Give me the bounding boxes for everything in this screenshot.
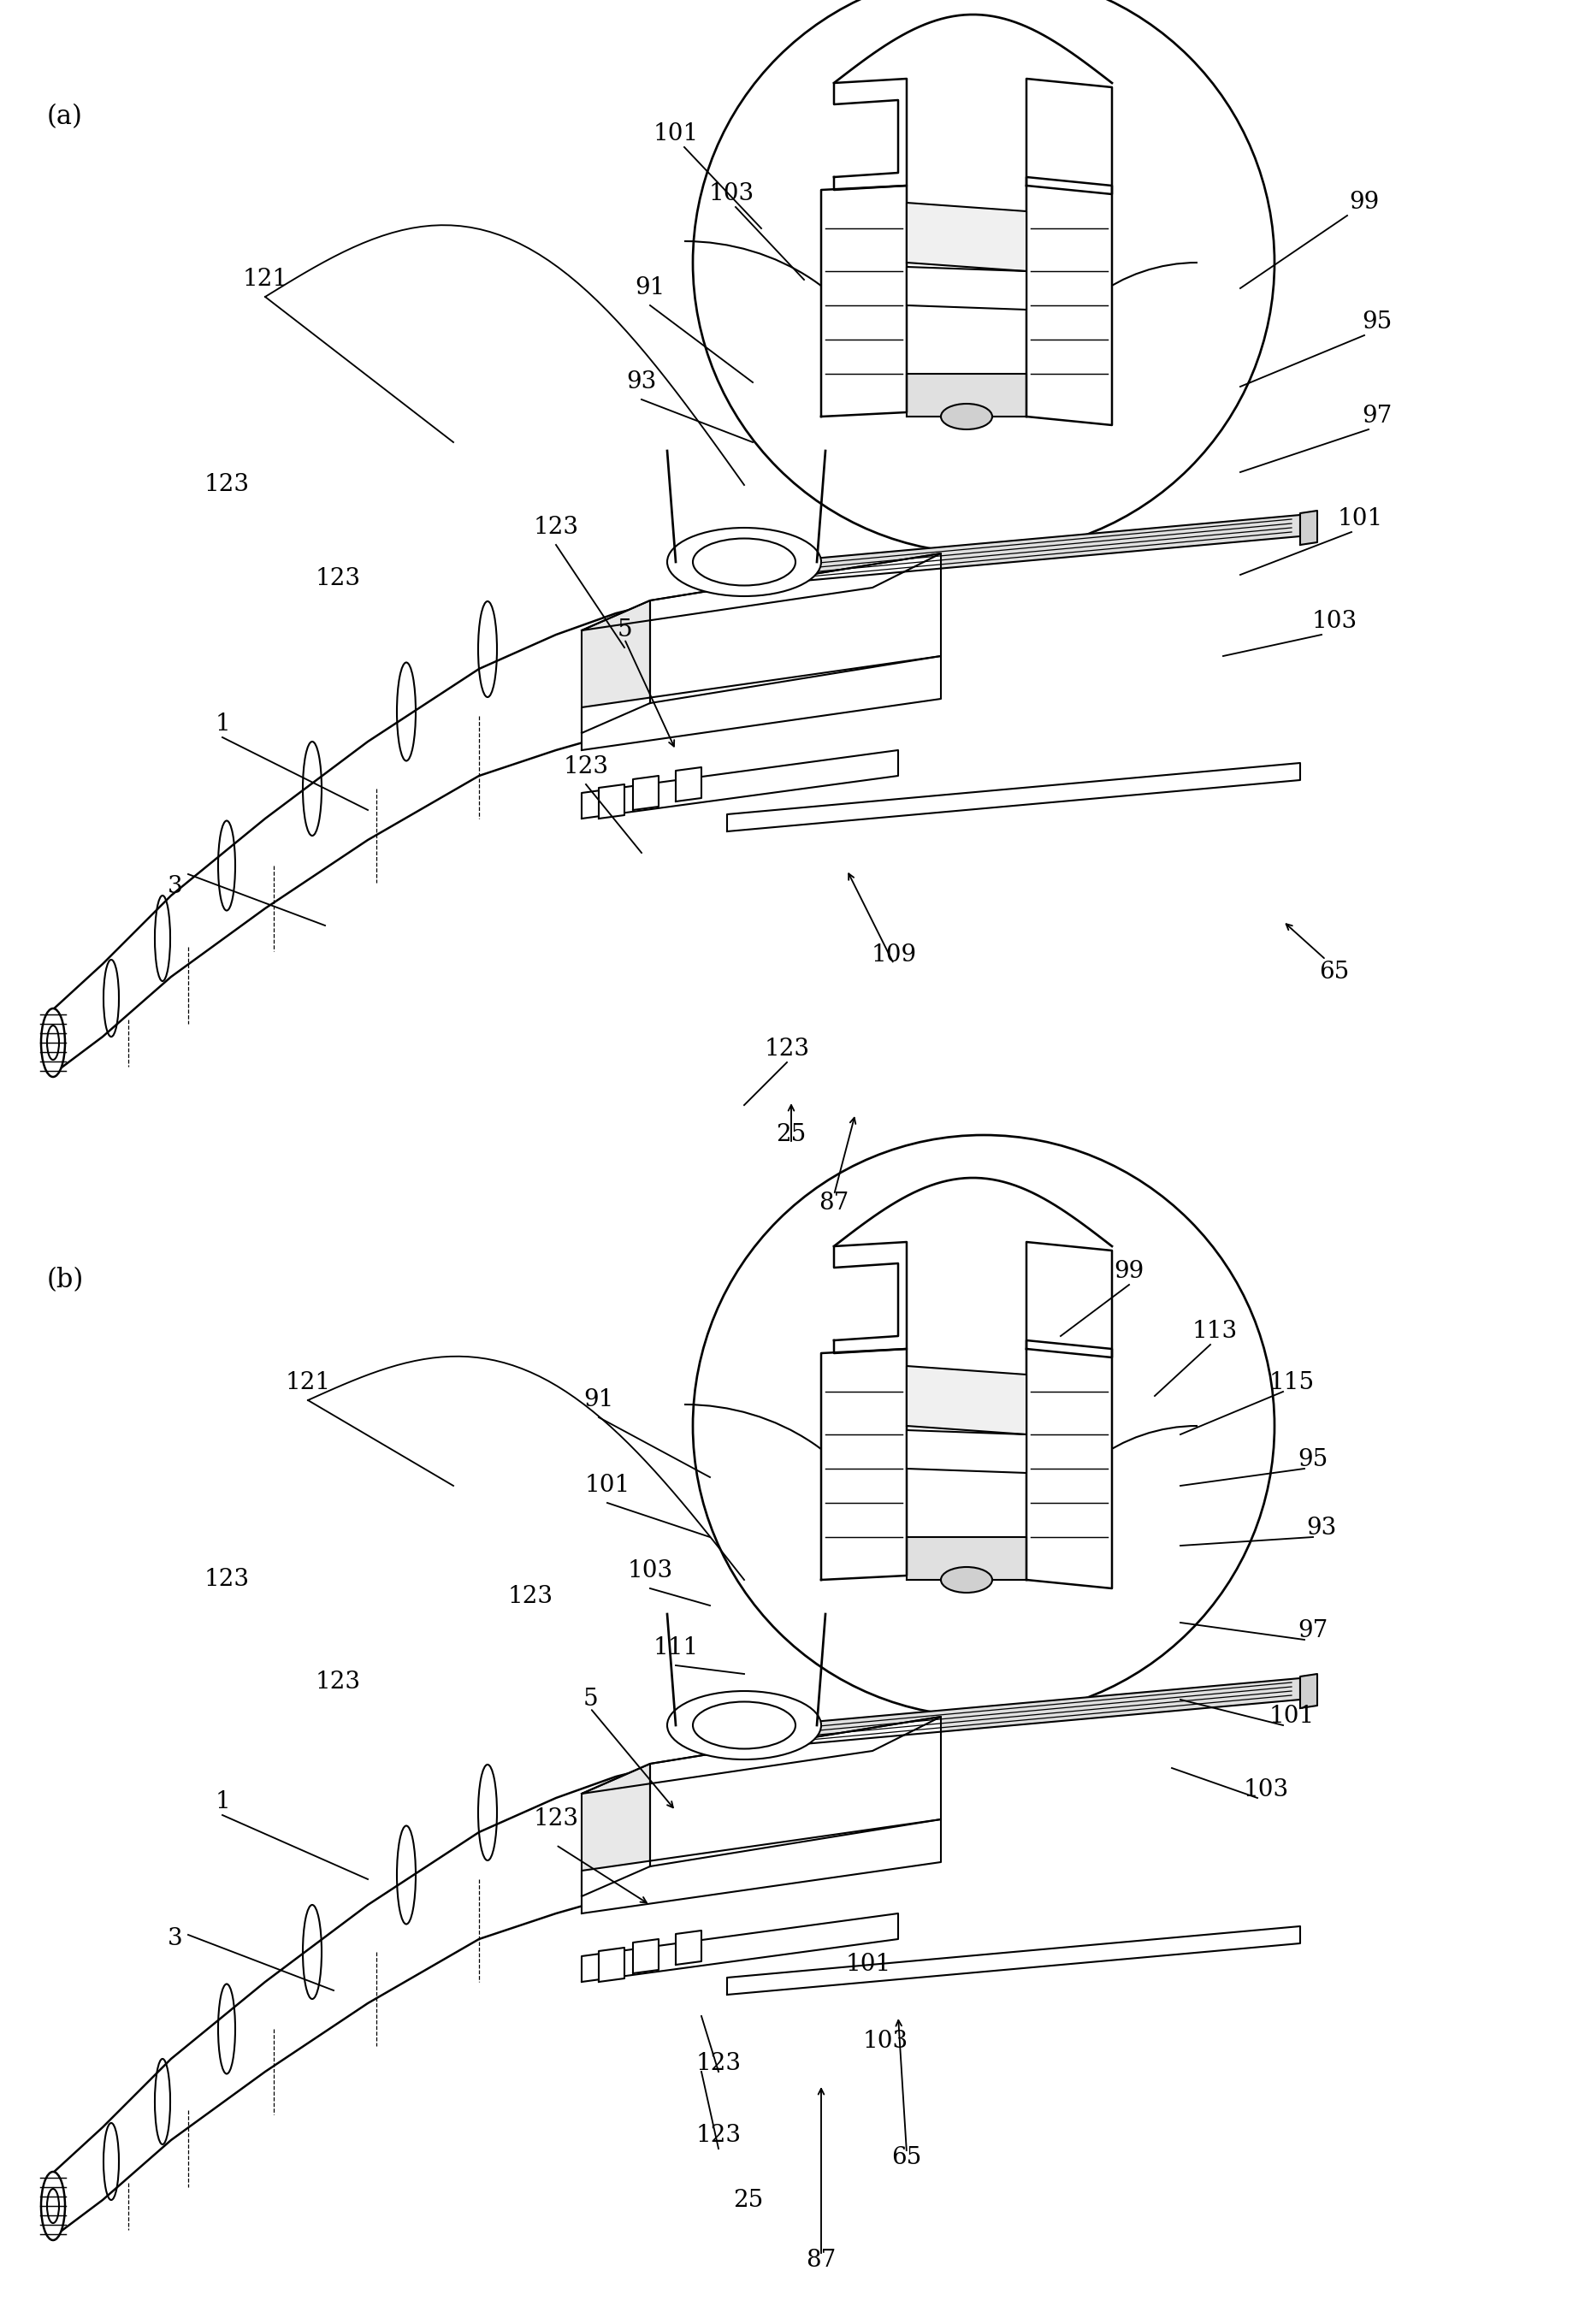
Text: 115: 115 (1270, 1371, 1314, 1394)
Text: 121: 121 (286, 1371, 330, 1394)
Polygon shape (581, 751, 898, 818)
Ellipse shape (41, 1009, 65, 1076)
Polygon shape (598, 1948, 624, 1982)
Text: 123: 123 (764, 1039, 810, 1062)
Ellipse shape (668, 528, 821, 597)
Ellipse shape (693, 1701, 796, 1748)
Polygon shape (906, 1536, 1026, 1580)
Text: 5: 5 (583, 1687, 598, 1710)
Polygon shape (581, 1717, 941, 1794)
Text: 123: 123 (534, 1808, 578, 1831)
Ellipse shape (693, 539, 796, 586)
Polygon shape (1300, 1673, 1317, 1708)
Polygon shape (834, 1241, 906, 1353)
Text: 93: 93 (1306, 1518, 1336, 1541)
Polygon shape (1026, 1241, 1112, 1357)
Polygon shape (726, 516, 1300, 588)
Polygon shape (1026, 177, 1112, 425)
Ellipse shape (941, 1566, 992, 1592)
Polygon shape (581, 1764, 651, 1896)
Ellipse shape (41, 2171, 65, 2240)
Polygon shape (726, 762, 1300, 832)
Polygon shape (651, 1717, 941, 1866)
Text: 123: 123 (696, 2052, 741, 2075)
Polygon shape (633, 776, 658, 811)
Polygon shape (726, 1927, 1300, 1994)
Ellipse shape (47, 1025, 58, 1060)
Text: 113: 113 (1192, 1320, 1238, 1343)
Text: 103: 103 (709, 184, 755, 207)
Polygon shape (581, 553, 941, 630)
Polygon shape (52, 1769, 651, 2238)
Text: 123: 123 (534, 516, 578, 539)
Text: 123: 123 (204, 474, 249, 497)
Text: 91: 91 (635, 277, 665, 300)
Text: 103: 103 (1312, 611, 1356, 634)
Text: 111: 111 (654, 1636, 698, 1659)
Text: (a): (a) (47, 105, 82, 130)
Polygon shape (581, 1913, 898, 1982)
Text: 25: 25 (733, 2189, 764, 2212)
Ellipse shape (668, 1692, 821, 1759)
Text: 99: 99 (1348, 191, 1380, 214)
Text: 101: 101 (1270, 1706, 1314, 1729)
Text: 99: 99 (1115, 1260, 1145, 1283)
Polygon shape (834, 79, 906, 191)
Text: (b): (b) (47, 1267, 84, 1294)
Polygon shape (581, 600, 651, 732)
Polygon shape (906, 1429, 1026, 1473)
Text: 103: 103 (627, 1559, 673, 1583)
Text: 25: 25 (777, 1122, 807, 1146)
Text: 101: 101 (845, 1952, 891, 1975)
Text: 1: 1 (215, 713, 231, 737)
Polygon shape (581, 1820, 941, 1913)
Text: 95: 95 (1363, 311, 1393, 335)
Polygon shape (598, 786, 624, 818)
Polygon shape (906, 374, 1026, 416)
Polygon shape (906, 1367, 1026, 1434)
Polygon shape (1026, 79, 1112, 195)
Text: 3: 3 (167, 1927, 183, 1950)
Text: 65: 65 (1320, 962, 1350, 983)
Text: 103: 103 (1243, 1778, 1288, 1801)
Polygon shape (726, 1678, 1300, 1750)
Text: 87: 87 (805, 2247, 837, 2271)
Polygon shape (676, 1931, 701, 1964)
Text: 123: 123 (564, 755, 608, 779)
Text: 123: 123 (204, 1569, 249, 1592)
Text: 65: 65 (892, 2145, 922, 2168)
Polygon shape (676, 767, 701, 802)
Polygon shape (906, 202, 1026, 272)
Polygon shape (52, 604, 651, 1076)
Text: 97: 97 (1298, 1620, 1328, 1643)
Polygon shape (651, 553, 941, 704)
Polygon shape (633, 1938, 658, 1973)
Text: 123: 123 (696, 2124, 741, 2147)
Text: 3: 3 (167, 876, 183, 899)
Text: 101: 101 (1337, 507, 1383, 530)
Polygon shape (821, 1348, 906, 1580)
Text: 87: 87 (820, 1192, 850, 1215)
Text: 1: 1 (215, 1792, 231, 1813)
Text: 91: 91 (584, 1390, 614, 1411)
Text: 103: 103 (862, 2031, 908, 2054)
Text: 123: 123 (316, 567, 360, 590)
Text: 123: 123 (508, 1585, 553, 1608)
Text: 97: 97 (1363, 404, 1393, 428)
Ellipse shape (47, 2189, 58, 2224)
Polygon shape (1026, 1341, 1112, 1587)
Text: 121: 121 (243, 267, 287, 290)
Polygon shape (906, 267, 1026, 309)
Text: 101: 101 (584, 1473, 630, 1497)
Polygon shape (581, 655, 941, 751)
Polygon shape (1300, 511, 1317, 544)
Text: 5: 5 (617, 618, 632, 641)
Text: 93: 93 (627, 372, 657, 393)
Text: 109: 109 (872, 944, 916, 967)
Text: 95: 95 (1298, 1448, 1328, 1471)
Ellipse shape (941, 404, 992, 430)
Text: 101: 101 (654, 123, 698, 146)
Text: 123: 123 (316, 1671, 360, 1694)
Polygon shape (821, 186, 906, 416)
